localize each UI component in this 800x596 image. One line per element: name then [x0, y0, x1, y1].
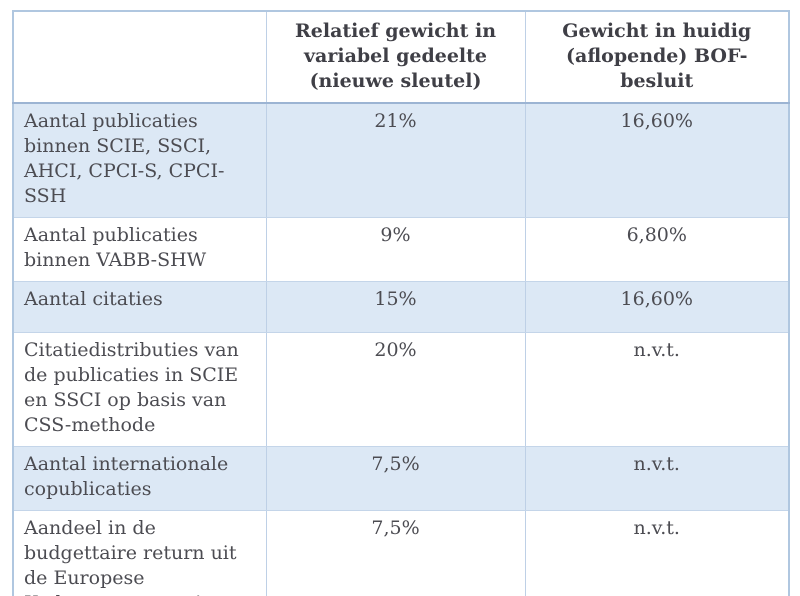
row-old-weight: n.v.t.	[524, 446, 790, 511]
table-row: Aantal publicaties binnen SCIE, SSCI, AH…	[12, 102, 790, 218]
row-new-weight: 7,5%	[265, 510, 526, 596]
row-label: Aantal publicaties binnen VABB-SHW	[12, 217, 267, 282]
row-label: Aantal publicaties binnen SCIE, SSCI, AH…	[12, 102, 267, 218]
table-row: Aantal publicaties binnen VABB-SHW 9% 6,…	[12, 217, 790, 282]
row-new-weight: 20%	[265, 332, 526, 447]
header-parameter-empty	[12, 11, 267, 104]
row-new-weight: 15%	[265, 281, 526, 333]
row-label: Aantal citaties	[12, 281, 267, 333]
row-new-weight: 21%	[265, 102, 526, 218]
table-row: Aantal internationale copublicaties 7,5%…	[12, 446, 790, 511]
row-old-weight: 16,60%	[524, 102, 790, 218]
row-old-weight: n.v.t.	[524, 510, 790, 596]
row-label: Aandeel in de budgettaire return uit de …	[12, 510, 267, 596]
row-label: Citatiedistributies van de publicaties i…	[12, 332, 267, 447]
row-old-weight: 16,60%	[524, 281, 790, 333]
row-label: Aantal internationale copublicaties	[12, 446, 267, 511]
table-row: Aantal citaties 15% 16,60%	[12, 281, 790, 333]
bof-weights-table: Relatief gewicht in variabel gedeelte (n…	[12, 10, 790, 596]
row-old-weight: n.v.t.	[524, 332, 790, 447]
row-old-weight: 6,80%	[524, 217, 790, 282]
row-new-weight: 7,5%	[265, 446, 526, 511]
table-row: Aandeel in de budgettaire return uit de …	[12, 510, 790, 596]
header-row: Relatief gewicht in variabel gedeelte (n…	[12, 11, 790, 104]
table-row: Citatiedistributies van de publicaties i…	[12, 332, 790, 447]
header-relatief-gewicht: Relatief gewicht in variabel gedeelte (n…	[265, 11, 526, 104]
row-new-weight: 9%	[265, 217, 526, 282]
header-gewicht-bof: Gewicht in huidig (aflopende) BOF-beslui…	[524, 11, 790, 104]
